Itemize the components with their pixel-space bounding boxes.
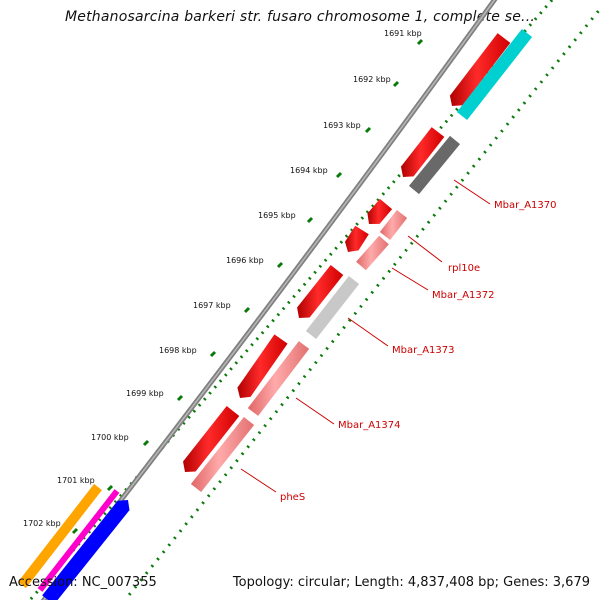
- tick-label: 1698 kbp: [159, 346, 197, 355]
- tick-label: 1696 kbp: [226, 256, 264, 265]
- gene-label-leader: [347, 317, 389, 347]
- gene-red-7[interactable]: [183, 406, 240, 472]
- tick-label: 1692 kbp: [353, 75, 391, 84]
- gene-label-leader: [391, 267, 429, 291]
- tick-mark: [306, 216, 314, 224]
- tick-mark: [392, 80, 400, 88]
- gene-pink-4[interactable]: [190, 416, 255, 493]
- gene-label-rpl10e[interactable]: rpl10e: [448, 263, 480, 274]
- tick-mark: [106, 484, 114, 492]
- gene-label-mbar_a1372[interactable]: Mbar_A1372: [432, 290, 495, 301]
- tick-mark: [364, 126, 372, 134]
- tick-label: 1700 kbp: [91, 433, 129, 442]
- tick-label: 1699 kbp: [126, 389, 164, 398]
- tick-mark: [416, 38, 424, 46]
- gene-pink-1[interactable]: [379, 210, 408, 240]
- gene-label-mbar_a1370[interactable]: Mbar_A1370: [494, 200, 557, 211]
- tick-mark: [243, 306, 251, 314]
- gene-magenta[interactable]: [37, 489, 120, 592]
- gene-red-1[interactable]: [449, 33, 511, 107]
- gene-gray-dark[interactable]: [408, 135, 461, 195]
- tick-label: 1701 kbp: [57, 476, 95, 485]
- backbone-arc-highlight: [42, 0, 496, 600]
- tick-label: 1702 kbp: [23, 519, 61, 528]
- gene-orange[interactable]: [18, 483, 102, 589]
- tick-label: 1697 kbp: [193, 301, 231, 310]
- map-title: Methanosarcina barkeri str. fusaro chrom…: [65, 9, 535, 25]
- gene-red-3[interactable]: [367, 198, 393, 224]
- tick-label: 1691 kbp: [384, 29, 422, 38]
- tick-mark: [71, 527, 79, 535]
- gene-red-4[interactable]: [345, 225, 369, 252]
- gene-pink-3[interactable]: [247, 341, 310, 416]
- gene-label-leader: [240, 468, 277, 493]
- topology-summary: Topology: circular; Length: 4,837,408 bp…: [232, 575, 590, 590]
- gene-label-phes[interactable]: pheS: [280, 492, 305, 503]
- accession-text: Accession: NC_007355: [9, 575, 157, 590]
- gene-red-6[interactable]: [237, 334, 288, 398]
- tick-mark: [176, 394, 184, 402]
- tick-label: 1693 kbp: [323, 121, 361, 130]
- tick-mark: [209, 350, 217, 358]
- tick-mark: [276, 261, 284, 269]
- gene-pink-2[interactable]: [356, 235, 389, 271]
- tick-mark: [335, 171, 343, 179]
- gene-cyan[interactable]: [456, 28, 533, 121]
- gene-label-mbar_a1374[interactable]: Mbar_A1374: [338, 420, 401, 431]
- gene-label-mbar_a1373[interactable]: Mbar_A1373: [392, 345, 455, 356]
- gene-blue[interactable]: [42, 500, 130, 600]
- gene-label-leader: [453, 179, 491, 205]
- gene-label-leader: [295, 397, 335, 425]
- tick-label: 1694 kbp: [290, 166, 328, 175]
- tick-label: 1695 kbp: [258, 211, 296, 220]
- gene-red-5[interactable]: [297, 265, 344, 318]
- gene-label-leader: [407, 235, 443, 263]
- tick-mark: [142, 439, 150, 447]
- inner-dot-ring: [123, 6, 600, 600]
- gene-red-2[interactable]: [400, 127, 445, 177]
- gene-gray-light[interactable]: [305, 275, 360, 340]
